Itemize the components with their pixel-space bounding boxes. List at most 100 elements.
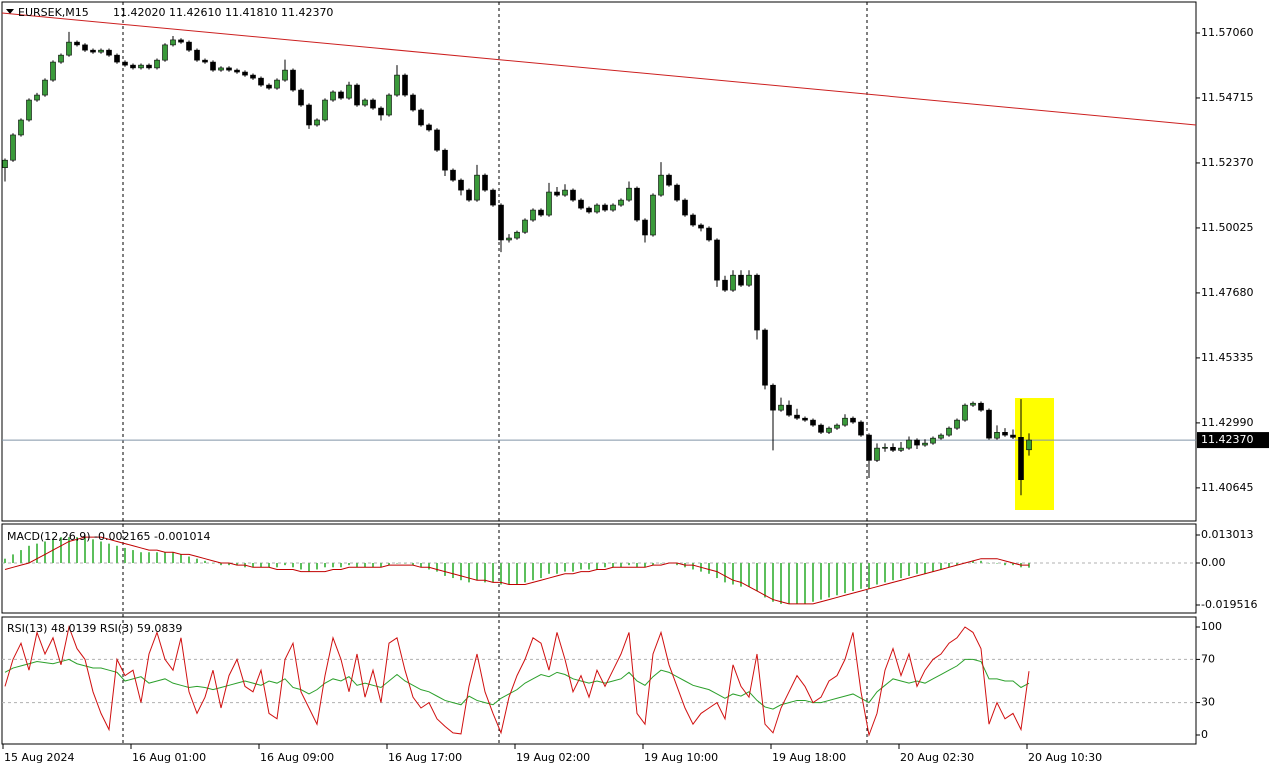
candle-body xyxy=(546,191,552,216)
macd-bar xyxy=(988,563,990,564)
macd-bar xyxy=(164,552,166,564)
candle-body xyxy=(146,64,152,69)
candle-body xyxy=(730,274,736,291)
macd-bar xyxy=(844,563,846,594)
x-tick-label: 20 Aug 10:30 xyxy=(1028,751,1102,764)
candle-body xyxy=(850,417,856,423)
candle-body xyxy=(922,442,928,446)
candle-body xyxy=(450,169,456,181)
macd-bar xyxy=(44,541,46,564)
macd-bar xyxy=(724,563,726,583)
y-tick-label: 11.57060 xyxy=(1201,26,1254,39)
macd-bar xyxy=(564,563,566,572)
macd-bar xyxy=(556,563,558,574)
x-tick-label: 16 Aug 09:00 xyxy=(260,751,334,764)
candle-body xyxy=(234,69,240,73)
x-tick-label: 16 Aug 01:00 xyxy=(132,751,206,764)
macd-bar xyxy=(356,563,358,568)
macd-bar xyxy=(748,563,750,587)
macd-bar xyxy=(12,554,14,564)
macd-bar xyxy=(900,563,902,579)
candle-body xyxy=(210,61,216,71)
macd-bar xyxy=(836,563,838,596)
y-tick-label: 0.00 xyxy=(1201,556,1226,569)
macd-bar xyxy=(604,563,606,568)
macd-bar xyxy=(940,563,942,570)
candle-body xyxy=(738,274,744,286)
macd-bar xyxy=(644,563,646,568)
candle-body xyxy=(954,419,960,429)
macd-bar xyxy=(380,563,382,568)
macd-bar xyxy=(868,563,870,589)
candle-body xyxy=(10,134,16,161)
candle-body xyxy=(530,209,536,221)
candle-body xyxy=(226,67,232,71)
macd-bar xyxy=(932,563,934,572)
macd-bar xyxy=(156,552,158,564)
macd-bar xyxy=(804,563,806,604)
current-price-label: 11.42370 xyxy=(1201,433,1254,446)
candle-body xyxy=(194,49,200,61)
candle-body xyxy=(386,94,392,116)
candle-body xyxy=(762,329,768,386)
candle-body xyxy=(1018,437,1024,481)
y-tick-label: 70 xyxy=(1201,652,1215,665)
macd-bar xyxy=(444,563,446,576)
candle-body xyxy=(82,44,88,51)
macd-bar xyxy=(996,563,998,564)
candle-body xyxy=(1026,439,1032,451)
macd-bar xyxy=(540,563,542,579)
macd-bar xyxy=(52,539,54,564)
candle-body xyxy=(370,99,376,109)
macd-bar xyxy=(716,563,718,579)
macd-title: MACD(12,26,9) -0.002165 -0.001014 xyxy=(7,530,210,543)
candle-body xyxy=(410,94,416,111)
macd-bar xyxy=(204,560,206,564)
y-tick-label: 11.45335 xyxy=(1201,351,1254,364)
candle-body xyxy=(906,439,912,449)
candle-body xyxy=(314,119,320,126)
candle-body xyxy=(202,59,208,63)
macd-bar xyxy=(308,563,310,572)
candle-body xyxy=(18,119,24,136)
candle-body xyxy=(890,446,896,451)
rsi-panel-frame xyxy=(1,616,1197,745)
signal-line xyxy=(4,536,1030,605)
candle-body xyxy=(626,187,632,201)
candle-body xyxy=(378,107,384,116)
x-tick-label: 16 Aug 17:00 xyxy=(388,751,462,764)
candle-body xyxy=(898,447,904,451)
macd-bar xyxy=(92,539,94,564)
candle-body xyxy=(794,414,800,419)
candle-body xyxy=(154,59,160,69)
macd-bar xyxy=(612,563,614,568)
candle-body xyxy=(938,434,944,439)
macd-bar xyxy=(84,537,86,564)
macd-bar xyxy=(652,563,654,566)
chart-title: EURSEK,M15 xyxy=(18,6,89,19)
macd-bar xyxy=(516,563,518,585)
candle-body xyxy=(618,199,624,206)
macd-bar xyxy=(364,563,366,568)
macd-bar xyxy=(332,563,334,568)
candle-body xyxy=(58,54,64,63)
candle-body xyxy=(770,384,776,411)
y-tick-label: 11.54715 xyxy=(1201,91,1254,104)
macd-bar xyxy=(4,558,6,564)
y-tick-label: 11.40645 xyxy=(1201,481,1254,494)
candle-body xyxy=(946,427,952,436)
x-tick-label: 19 Aug 10:00 xyxy=(644,751,718,764)
rsi-line xyxy=(4,658,1030,710)
y-tick-label: 0.013013 xyxy=(1201,528,1254,541)
candle-body xyxy=(250,74,256,79)
macd-bar xyxy=(796,563,798,604)
macd-bar xyxy=(876,563,878,585)
candle-body xyxy=(754,274,760,331)
x-tick-label: 15 Aug 2024 xyxy=(4,751,74,764)
candle-body xyxy=(490,189,496,206)
macd-bar xyxy=(508,563,510,585)
candle-body xyxy=(106,49,112,56)
macd-bar xyxy=(852,563,854,591)
candle-body xyxy=(554,191,560,196)
macd-bar xyxy=(268,563,270,568)
